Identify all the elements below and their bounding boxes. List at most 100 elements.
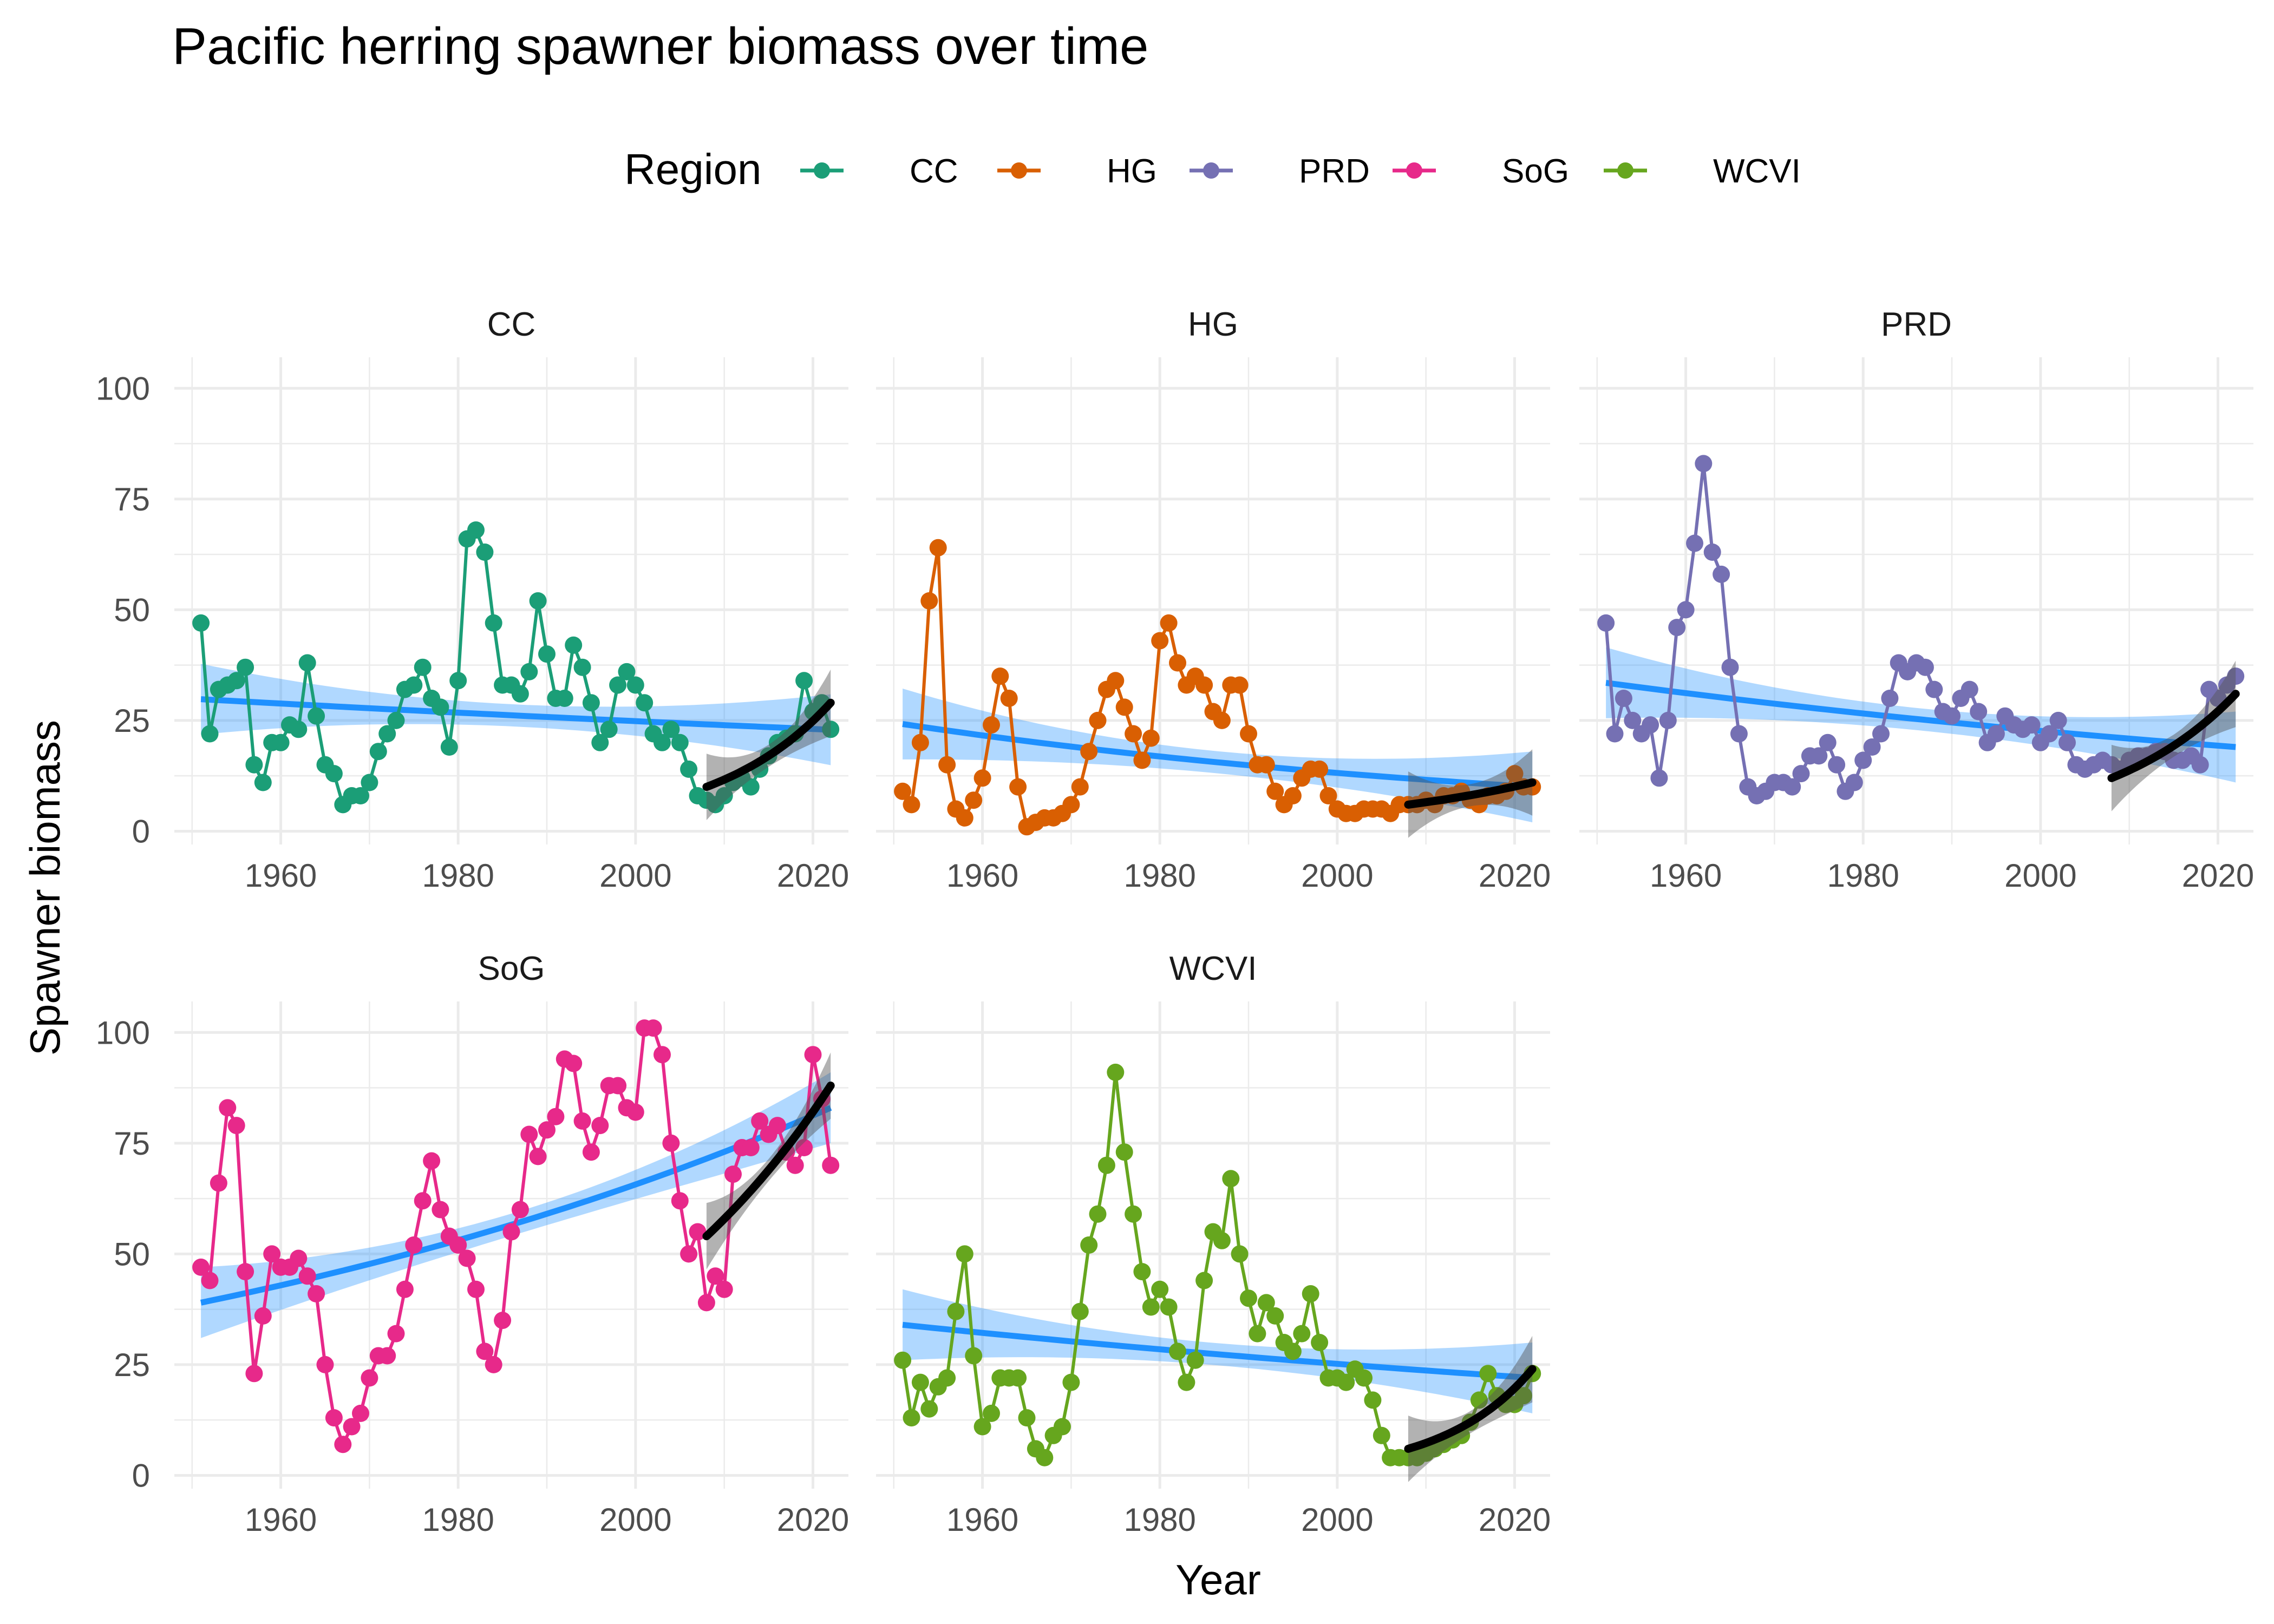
x-tick-label: 2000 (1301, 1502, 1373, 1538)
data-point (1479, 1365, 1497, 1383)
y-tick-label: 0 (132, 813, 150, 849)
data-point (298, 1267, 316, 1285)
data-point (983, 716, 1000, 734)
trend-line (200, 696, 831, 733)
data-point (707, 1267, 724, 1285)
legend-label: SoG (1502, 153, 1569, 190)
data-point (1142, 729, 1160, 747)
data-point (1231, 676, 1249, 694)
data-point (511, 685, 529, 703)
trend-confidence-band (1606, 647, 2236, 783)
data-point (573, 1112, 591, 1130)
data-point (1213, 711, 1231, 729)
data-point (325, 1409, 343, 1427)
data-point (938, 756, 956, 774)
x-tick-label: 2000 (1301, 857, 1373, 894)
trend-confidence-band (903, 689, 1533, 823)
data-point (1009, 1369, 1027, 1387)
y-tick-label: 50 (114, 592, 150, 628)
data-point (2059, 734, 2076, 751)
legend-label: WCVI (1713, 153, 1801, 190)
data-point (237, 658, 254, 676)
data-point (227, 1117, 245, 1135)
data-point (520, 663, 538, 680)
data-point (1071, 778, 1089, 796)
data-point (911, 1373, 929, 1391)
data-point (671, 734, 689, 751)
data-point (1828, 756, 1846, 774)
facet-strip-label: CC (487, 306, 536, 343)
chart-title: Pacific herring spawner biomass over tim… (172, 17, 1148, 75)
series-points (894, 1063, 1541, 1466)
x-tick-label: 2020 (2182, 857, 2254, 894)
data-point (254, 774, 272, 791)
panel-prd: PRD 1960 1980 2000 2020 (1579, 306, 2254, 894)
data-point (1284, 1343, 1302, 1360)
data-point (1506, 765, 1524, 783)
data-point (973, 1418, 991, 1436)
data-point (1514, 1387, 1532, 1405)
gridlines (174, 357, 848, 844)
data-point (1089, 711, 1107, 729)
data-point (795, 1139, 813, 1156)
data-point (1695, 455, 1713, 473)
legend-item-cc: CC (800, 153, 958, 190)
data-point (983, 1404, 1000, 1422)
data-point (192, 614, 210, 632)
data-point (201, 725, 219, 743)
data-point (609, 1077, 627, 1095)
data-point (440, 738, 458, 756)
x-tick-label: 2000 (2004, 857, 2076, 894)
data-point (795, 672, 813, 690)
data-point (1071, 1302, 1089, 1320)
legend-key-point (1203, 162, 1219, 179)
data-point (1677, 601, 1695, 619)
data-point (494, 1312, 512, 1330)
data-point (192, 1258, 210, 1276)
data-point (636, 694, 654, 712)
y-tick-label: 25 (114, 1347, 150, 1383)
legend-item-wcvi: WCVI (1604, 153, 1801, 190)
data-point (965, 791, 983, 809)
data-point (1080, 1236, 1098, 1254)
recent-trend-line (2107, 690, 2240, 782)
data-point (538, 1121, 556, 1139)
data-point (1284, 787, 1302, 804)
legend-item-sog: SoG (1393, 153, 1569, 190)
data-point (715, 787, 733, 804)
data-point (654, 1046, 671, 1064)
trend-confidence-band (201, 1072, 831, 1338)
data-point (662, 721, 680, 738)
legend-key-point (814, 162, 830, 179)
data-point (1319, 787, 1337, 804)
data-point (1160, 614, 1178, 632)
data-point (449, 1236, 467, 1254)
data-point (1624, 711, 1642, 729)
data-point (920, 1400, 938, 1418)
data-point (227, 672, 245, 690)
data-point (272, 734, 290, 751)
data-point (1302, 1285, 1319, 1302)
x-tick-label: 1960 (245, 1502, 317, 1538)
data-point (1364, 1391, 1382, 1409)
data-point (1355, 1369, 1373, 1387)
data-point (361, 774, 378, 791)
facet-strip-label: HG (1188, 306, 1238, 343)
x-tick-label: 2000 (599, 1502, 671, 1538)
data-point (956, 1245, 973, 1263)
data-point (565, 636, 583, 654)
data-point (414, 1192, 432, 1210)
data-point (991, 667, 1009, 685)
data-point (1089, 1205, 1107, 1223)
data-point (467, 521, 485, 539)
data-point (618, 663, 636, 680)
data-point (751, 1112, 769, 1130)
data-point (654, 734, 671, 751)
data-point (529, 592, 547, 610)
data-point (565, 1055, 583, 1072)
data-point (591, 734, 609, 751)
data-point (201, 1272, 219, 1289)
x-tick-label: 1960 (946, 857, 1018, 894)
data-point (1195, 1272, 1213, 1289)
data-point (1615, 690, 1632, 707)
